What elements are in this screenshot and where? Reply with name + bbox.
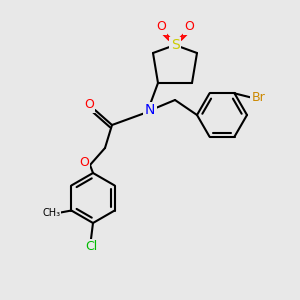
Text: O: O xyxy=(184,20,194,34)
Text: Br: Br xyxy=(252,91,266,104)
Text: O: O xyxy=(79,157,89,169)
Text: O: O xyxy=(84,98,94,112)
Text: O: O xyxy=(156,20,166,34)
Text: S: S xyxy=(171,38,179,52)
Text: N: N xyxy=(145,103,155,117)
Text: CH₃: CH₃ xyxy=(42,208,60,218)
Text: Cl: Cl xyxy=(85,241,97,254)
